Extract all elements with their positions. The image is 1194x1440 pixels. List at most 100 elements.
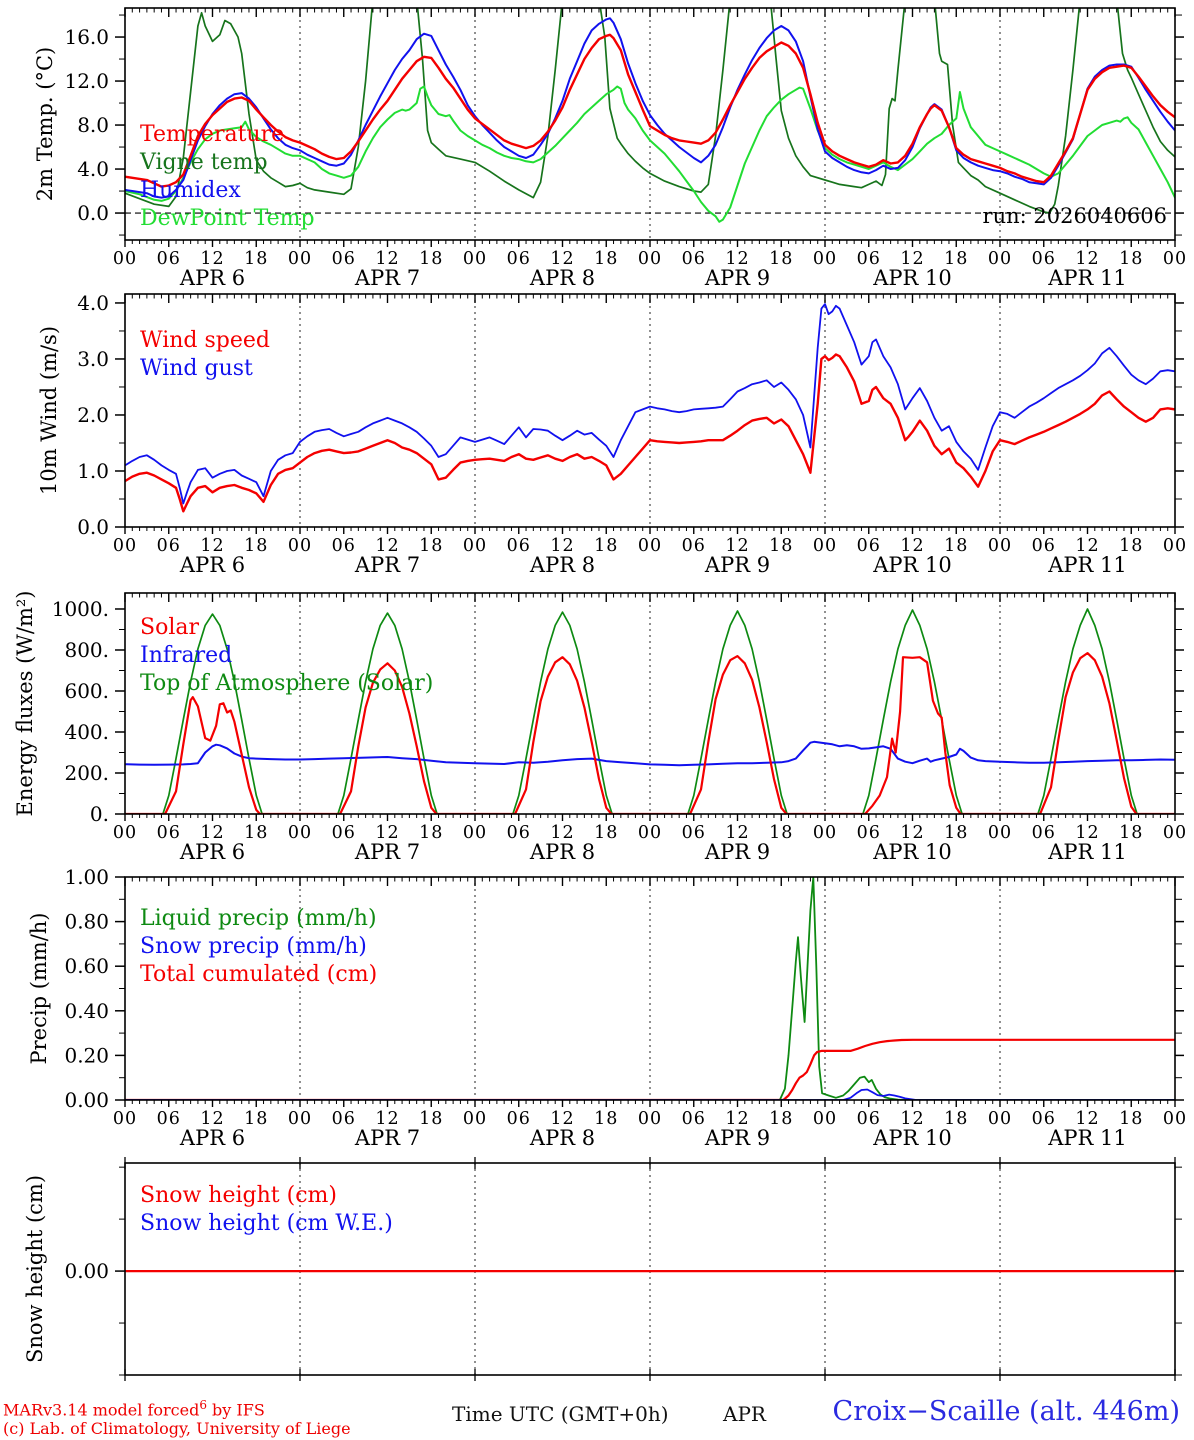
x-axis-title: Time UTC (GMT+0h) xyxy=(452,1402,669,1426)
y-tick-label: 800. xyxy=(64,638,109,662)
x-tick-label: 00 xyxy=(813,1109,837,1129)
x-tick-label: 00 xyxy=(113,249,137,269)
x-tick-label: 12 xyxy=(900,1109,924,1129)
day-label: APR 11 xyxy=(1047,840,1127,864)
x-tick-label: 12 xyxy=(550,1109,574,1129)
y-tick-label: 3.0 xyxy=(77,347,109,371)
x-tick-label: 06 xyxy=(857,536,881,556)
x-tick-label: 12 xyxy=(1075,536,1099,556)
series-vigne-temp xyxy=(125,8,1175,214)
x-tick-label: 12 xyxy=(1075,823,1099,843)
panel-wind: 0.0 1.0 2.0 3.0 4.0 10m Wind (m/s) 00 06 12 18 00 0… xyxy=(37,291,1187,577)
day-label: APR 6 xyxy=(179,840,245,864)
x-tick-label: 00 xyxy=(988,823,1012,843)
y-tick-label: 2.0 xyxy=(77,403,109,427)
model-line: MARv3.14 model forced6 by IFS xyxy=(3,1398,265,1420)
x-tick-label: 06 xyxy=(682,823,706,843)
day-label: APR 9 xyxy=(704,266,770,290)
series-solar xyxy=(125,652,1175,814)
x-tick-label: 00 xyxy=(288,823,312,843)
day-label: APR 8 xyxy=(529,553,595,577)
day-label: APR 8 xyxy=(529,266,595,290)
x-tick-label: 12 xyxy=(200,249,224,269)
x-tick-label: 00 xyxy=(463,1109,487,1129)
y-tick-label: 400. xyxy=(64,720,109,744)
y-tick-label: 12.0 xyxy=(64,69,109,93)
x-tick-label: 06 xyxy=(157,1109,181,1129)
legend-energy-2: Top of Atmosphere (Solar) xyxy=(140,671,434,696)
x-tick-label: 12 xyxy=(375,249,399,269)
day-label: APR 10 xyxy=(872,1126,952,1150)
y-tick-label: 0.40 xyxy=(64,999,109,1023)
y-tick-label: 0.80 xyxy=(64,910,109,934)
x-tick-label: 18 xyxy=(769,249,793,269)
x-tick-label: 00 xyxy=(638,536,662,556)
x-tick-label: 18 xyxy=(944,536,968,556)
x-tick-label: 00 xyxy=(813,536,837,556)
legend-temp-0: Temperature xyxy=(140,122,285,147)
y-tick-label: 200. xyxy=(64,761,109,785)
x-tick-label: 06 xyxy=(682,249,706,269)
y-tick-label: 1.0 xyxy=(77,459,109,483)
x-tick-label: 06 xyxy=(157,249,181,269)
x-tick-label: 12 xyxy=(375,1109,399,1129)
y-tick-label: 0.00 xyxy=(64,1259,109,1283)
y-tick-label: 0.0 xyxy=(77,515,109,539)
x-tick-label: 12 xyxy=(725,536,749,556)
x-tick-label: 06 xyxy=(157,823,181,843)
x-tick-label: 00 xyxy=(463,536,487,556)
y-tick-label: 0.0 xyxy=(77,201,109,225)
x-tick-label: 18 xyxy=(419,249,443,269)
day-label: APR 11 xyxy=(1047,266,1127,290)
day-label: APR 11 xyxy=(1047,1126,1127,1150)
panel-energy: 0. 200. 400. 600. 800. 1000. Energy fluxes (W/… xyxy=(13,591,1186,864)
day-label: APR 9 xyxy=(704,553,770,577)
panel-snow: 0.00 Snow height (cm) xyxy=(23,1157,1184,1381)
series-liquid-precip xyxy=(125,877,1175,1100)
day-label: APR 11 xyxy=(1047,553,1127,577)
y-tick-label: 600. xyxy=(64,679,109,703)
day-label: APR 6 xyxy=(179,553,245,577)
credit-line: (c) Lab. of Climatology, University of L… xyxy=(3,1419,351,1439)
x-tick-label: 06 xyxy=(507,823,531,843)
x-tick-label: 00 xyxy=(1163,249,1187,269)
x-tick-label: 18 xyxy=(419,823,443,843)
x-tick-label: 12 xyxy=(900,823,924,843)
model-footnote: 6 xyxy=(199,1398,207,1412)
day-label: APR 6 xyxy=(179,1126,245,1150)
x-tick-label: 00 xyxy=(288,536,312,556)
y-tick-label: 0.20 xyxy=(64,1043,109,1067)
x-tick-label: 12 xyxy=(1075,249,1099,269)
legend-temp-3: DewPoint Temp xyxy=(140,206,315,231)
series-dewpoint-temp xyxy=(125,85,1175,223)
x-tick-label: 12 xyxy=(550,823,574,843)
legend-precip-0: Liquid precip (mm/h) xyxy=(140,906,377,931)
x-tick-label: 18 xyxy=(944,1109,968,1129)
day-label: APR 9 xyxy=(704,1126,770,1150)
legend-snow-1: Snow height (cm W.E.) xyxy=(140,1211,393,1236)
legend-wind-0: Wind speed xyxy=(140,328,271,353)
x-tick-label: 00 xyxy=(638,823,662,843)
day-label: APR 7 xyxy=(354,840,420,864)
x-tick-label: 06 xyxy=(332,823,356,843)
y-tick-label: 4.0 xyxy=(77,157,109,181)
x-tick-label: 18 xyxy=(1119,536,1143,556)
x-tick-label: 06 xyxy=(507,1109,531,1129)
x-tick-label: 00 xyxy=(1163,536,1187,556)
x-tick-label: 00 xyxy=(288,1109,312,1129)
y-tick-label: 1000. xyxy=(52,597,109,621)
x-tick-label: 06 xyxy=(682,1109,706,1129)
legend-temp-1: Vigne temp xyxy=(140,150,268,175)
legend-precip-2: Total cumulated (cm) xyxy=(140,962,378,987)
x-tick-label: 06 xyxy=(857,249,881,269)
y-tick-label: 0.00 xyxy=(64,1088,109,1112)
x-tick-label: 06 xyxy=(157,536,181,556)
x-tick-label: 18 xyxy=(1119,823,1143,843)
series-snow-precip xyxy=(125,1088,1175,1100)
y-tick-label: 16.0 xyxy=(64,25,109,49)
series-total-cumulated xyxy=(125,1038,1175,1100)
station-title: Croix−Scaille (alt. 446m) xyxy=(832,1396,1180,1427)
